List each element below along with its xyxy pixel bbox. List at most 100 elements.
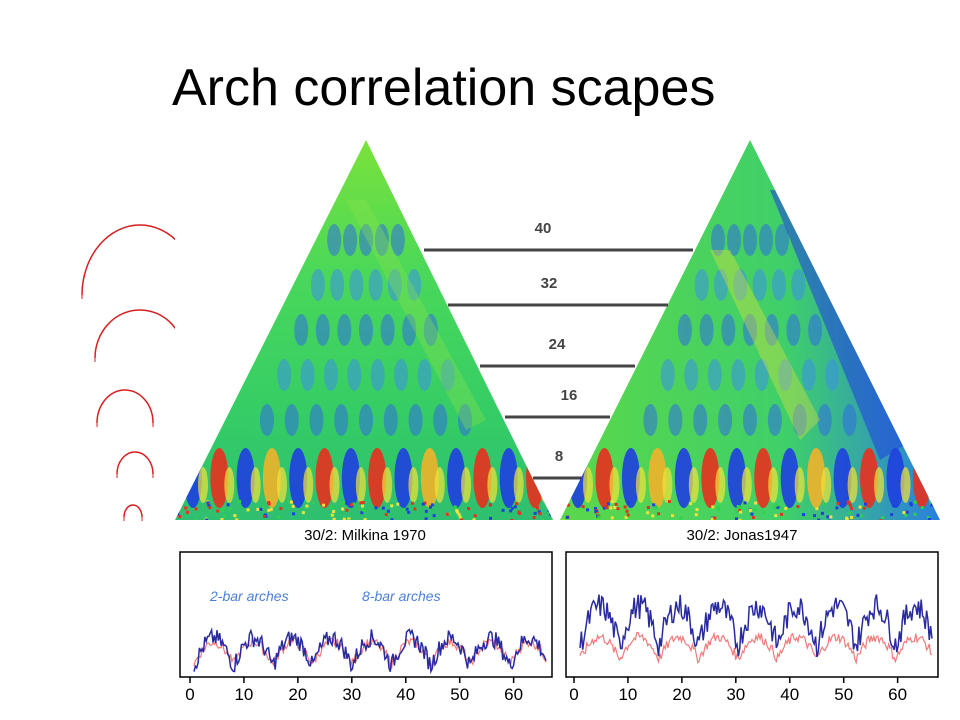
scape-blob (382, 467, 393, 503)
scape-noise (509, 509, 513, 513)
scape-noise (850, 515, 854, 519)
scape-noise (751, 515, 755, 519)
scape-noise (914, 500, 918, 504)
scape-blob (792, 404, 807, 436)
scape-noise (473, 514, 477, 518)
scape-blob (825, 359, 840, 391)
scape-noise (593, 507, 597, 511)
scape-blob (487, 467, 498, 503)
scape-blob (330, 269, 345, 301)
x-tick-label: 0 (185, 685, 194, 704)
scape-noise (774, 514, 778, 518)
scape-noise (711, 505, 715, 509)
scape-noise (734, 510, 738, 514)
scape-noise (386, 509, 390, 513)
scape-noise (827, 511, 831, 515)
scape-noise (306, 519, 310, 520)
scape-noise (679, 516, 683, 520)
scape-blob (368, 269, 383, 301)
scape-blob (250, 467, 261, 503)
scape-noise (625, 509, 629, 513)
scape-blob (337, 314, 352, 346)
scape-blob (688, 467, 699, 503)
scape-noise (348, 519, 352, 520)
scape-blob (721, 314, 736, 346)
scape-blob (461, 467, 472, 503)
scape-noise (458, 515, 462, 519)
scape-noise (262, 505, 266, 509)
scape-blob (701, 448, 720, 508)
scape-blob (648, 448, 667, 508)
scape-blob (699, 314, 714, 346)
scape-noise (561, 504, 565, 508)
scape-noise (828, 519, 832, 520)
scape-noise (341, 507, 345, 511)
scape-noise (405, 507, 409, 511)
scape-blob (341, 448, 360, 508)
scape-noise (537, 510, 541, 514)
scape-blob (210, 448, 229, 508)
scape-left (175, 140, 555, 522)
scape-noise (822, 502, 826, 506)
series-line (193, 627, 547, 675)
scape-blob (731, 359, 746, 391)
scape-blob (347, 359, 362, 391)
scape-noise (515, 502, 519, 506)
x-tick-label: 60 (504, 685, 523, 704)
scape-blob (754, 448, 773, 508)
scape-blob (276, 467, 287, 503)
scape-blob (315, 448, 334, 508)
scape-blob (329, 467, 340, 503)
scape-noise (291, 504, 295, 508)
scape-noise (863, 502, 867, 506)
x-tick-label: 50 (834, 685, 853, 704)
level-lines: 40 32 24 16 8 (424, 220, 693, 480)
scape-noise (428, 505, 432, 509)
scape-noise (345, 508, 349, 512)
scape-noise (739, 510, 743, 514)
scape-blob (315, 314, 330, 346)
scape-blob (284, 404, 299, 436)
scape-noise (624, 515, 628, 519)
scape-noise (347, 517, 351, 520)
scape-blob (754, 359, 769, 391)
scape-noise (536, 506, 540, 510)
scape-blob (473, 448, 492, 508)
scape-blob (775, 224, 789, 256)
scape-blob (303, 467, 314, 503)
scape-noise (384, 513, 388, 517)
x-tick-label: 50 (450, 685, 469, 704)
scape-blob (847, 467, 858, 503)
scape-blob (821, 467, 832, 503)
scape-noise (856, 513, 860, 517)
scape-noise (929, 501, 933, 505)
scape-blob (224, 467, 235, 503)
scape-noise (614, 502, 618, 506)
scape-noise (845, 518, 849, 520)
scape-band (710, 250, 820, 440)
scape-noise (216, 509, 220, 513)
scape-noise (228, 507, 232, 511)
scape-noise (847, 501, 851, 505)
scape-noise (489, 516, 493, 520)
scape-noise (613, 505, 617, 509)
scape-blob (289, 448, 308, 508)
scape-blob (198, 467, 208, 503)
scape-blob (801, 359, 816, 391)
scape-noise (269, 508, 273, 512)
scape-noise (362, 508, 366, 512)
scape-left-title: 30/2: Milkina 1970 (304, 527, 426, 544)
scape-blob (423, 314, 438, 346)
scape-noise (835, 506, 839, 510)
scape-noise (689, 502, 693, 506)
scape-noise (459, 518, 463, 520)
scape-blob (693, 404, 708, 436)
scape-blob (300, 359, 315, 391)
scape-blob (394, 359, 409, 391)
scape-blob (767, 404, 782, 436)
scape-blob (368, 448, 387, 508)
scape-blob (359, 314, 373, 346)
scape-noise (602, 506, 606, 510)
line-plot-left: 2-bar arches 8-bar arches 0 10 20 30 40 50 60 (179, 551, 553, 704)
scape-blob (643, 404, 658, 436)
